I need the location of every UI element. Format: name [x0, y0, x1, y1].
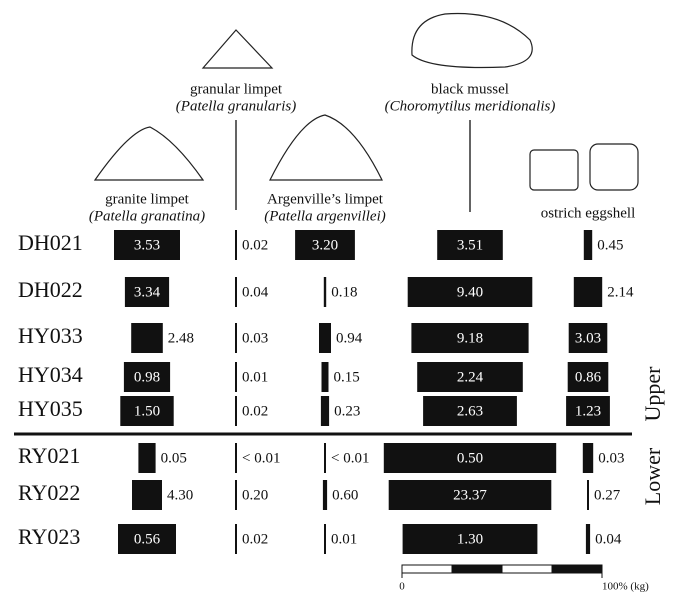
value-label: 0.04	[242, 284, 269, 300]
bar	[235, 277, 237, 307]
value-label: < 0.01	[242, 450, 280, 466]
column-title: granite limpet	[105, 191, 190, 207]
eggshell-drawing	[590, 144, 638, 190]
bar	[586, 524, 590, 554]
value-label: 0.23	[334, 403, 360, 419]
column-latin: (Choromytilus meridionalis)	[385, 98, 556, 114]
scale-segment	[502, 565, 552, 573]
site-label: HY035	[18, 396, 83, 421]
site-label: HY034	[18, 362, 83, 387]
value-label: 2.24	[457, 369, 484, 385]
value-label: 0.01	[331, 531, 357, 547]
group-label: Lower	[640, 447, 665, 505]
value-label: 2.48	[168, 330, 194, 346]
column-title: ostrich eggshell	[541, 205, 636, 221]
bar	[235, 480, 237, 510]
value-label: 0.45	[597, 237, 623, 253]
value-label: 0.03	[242, 330, 268, 346]
bar	[574, 277, 602, 307]
bar	[132, 480, 162, 510]
bar	[235, 443, 237, 473]
bar	[584, 230, 592, 260]
column-latin: (Patella argenvillei)	[264, 208, 386, 224]
value-label: 0.18	[331, 284, 357, 300]
site-label: DH022	[18, 277, 83, 302]
value-label: 0.02	[242, 403, 268, 419]
value-label: 1.30	[457, 531, 483, 547]
bar	[583, 443, 593, 473]
site-label: RY023	[18, 524, 80, 549]
value-label: 0.04	[595, 531, 622, 547]
value-label: < 0.01	[331, 450, 369, 466]
value-label: 23.37	[453, 487, 487, 503]
scale-label: 100% (kg)	[602, 581, 649, 593]
bar	[321, 396, 329, 426]
granular-limpet-drawing	[203, 30, 272, 68]
value-label: 3.53	[134, 237, 160, 253]
column-latin: (Patella granatina)	[89, 208, 205, 224]
value-label: 9.18	[457, 330, 483, 346]
bar	[235, 362, 237, 392]
value-label: 3.51	[457, 237, 483, 253]
column-title: black mussel	[431, 81, 509, 97]
value-label: 2.14	[607, 284, 634, 300]
value-label: 0.01	[242, 369, 268, 385]
bar	[131, 323, 163, 353]
scale-label: 0	[399, 581, 405, 593]
value-label: 0.15	[334, 369, 360, 385]
value-label: 3.34	[134, 284, 161, 300]
value-label: 4.30	[167, 487, 193, 503]
value-label: 0.56	[134, 531, 161, 547]
bar	[235, 323, 237, 353]
site-label: RY021	[18, 443, 80, 468]
value-label: 0.02	[242, 531, 268, 547]
value-label: 0.50	[457, 450, 483, 466]
scale-segment	[402, 565, 452, 573]
column-latin: (Patella granularis)	[176, 98, 296, 114]
value-label: 0.05	[161, 450, 187, 466]
value-label: 1.23	[575, 403, 601, 419]
site-label: DH021	[18, 230, 83, 255]
bar	[235, 230, 237, 260]
group-label: Upper	[640, 366, 665, 422]
value-label: 0.98	[134, 369, 160, 385]
bar	[322, 362, 329, 392]
value-label: 3.20	[312, 237, 338, 253]
bar	[324, 443, 326, 473]
value-label: 2.63	[457, 403, 483, 419]
value-label: 0.03	[598, 450, 624, 466]
bar	[587, 480, 589, 510]
bar	[235, 396, 237, 426]
column-title: granular limpet	[190, 81, 283, 97]
value-label: 0.02	[242, 237, 268, 253]
chart: DH021 DH022 HY033 HY034 HY035 RY021 RY022 RY023…	[0, 0, 680, 594]
value-label: 1.50	[134, 403, 160, 419]
eggshell-drawing	[530, 150, 578, 190]
column-title: Argenville’s limpet	[267, 191, 384, 207]
bar	[323, 480, 327, 510]
black-mussel-drawing	[412, 14, 532, 68]
value-label: 0.94	[336, 330, 363, 346]
site-label: RY022	[18, 480, 80, 505]
granite-limpet-drawing	[95, 127, 203, 180]
value-label: 0.20	[242, 487, 268, 503]
value-label: 0.86	[575, 369, 602, 385]
value-label: 0.60	[332, 487, 358, 503]
value-label: 0.27	[594, 487, 621, 503]
scale-segment	[552, 565, 602, 573]
scale-segment	[452, 565, 502, 573]
bar	[235, 524, 237, 554]
value-label: 3.03	[575, 330, 601, 346]
value-label: 9.40	[457, 284, 483, 300]
site-label: HY033	[18, 323, 83, 348]
bar	[319, 323, 331, 353]
bar	[138, 443, 155, 473]
bar	[324, 277, 326, 307]
bar	[324, 524, 326, 554]
argenville-limpet-drawing	[270, 115, 382, 180]
